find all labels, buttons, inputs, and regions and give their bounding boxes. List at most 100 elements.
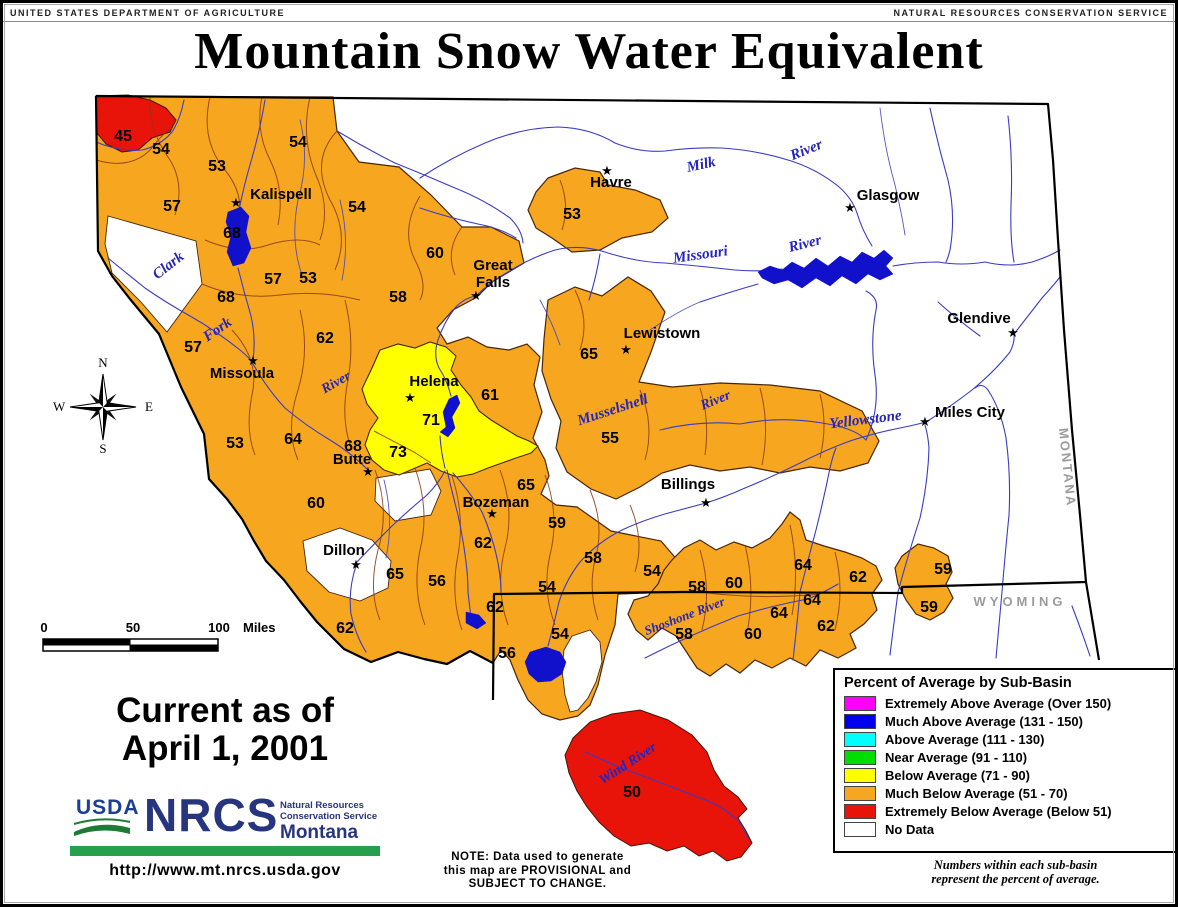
basin-label: 60 xyxy=(744,626,762,643)
river-label: River xyxy=(787,137,825,165)
basin-label: 53 xyxy=(208,158,226,175)
nodata-lower-clark-fork xyxy=(104,215,203,333)
legend-item: No Data xyxy=(844,821,1175,839)
legend-swatch xyxy=(844,822,876,838)
city-label: Billings xyxy=(661,476,715,493)
nrcs-url[interactable]: http://www.mt.nrcs.usda.gov xyxy=(109,862,341,879)
basin-label: 68 xyxy=(344,438,362,455)
basin-label: 59 xyxy=(934,561,952,578)
city-label: Miles City xyxy=(935,404,1006,421)
river-flathead-south xyxy=(237,267,255,361)
river-marias xyxy=(336,130,524,244)
header-divider xyxy=(0,21,1178,22)
city-label: Great xyxy=(473,257,512,274)
basin-wind-river-red xyxy=(564,709,753,862)
legend-label: Much Below Average (51 - 70) xyxy=(885,786,1068,802)
river-missouri-upper xyxy=(475,246,783,297)
river-teton xyxy=(419,207,517,239)
basin-label: 56 xyxy=(498,645,516,662)
legend-label: Below Average (71 - 90) xyxy=(885,767,1030,783)
city-star-icon: ★ xyxy=(844,200,856,215)
river-little-missouri xyxy=(1071,605,1091,657)
basin-label: 65 xyxy=(386,566,404,583)
basin-label: 60 xyxy=(426,245,444,262)
city-label: Missoula xyxy=(210,365,275,382)
basin-label: 54 xyxy=(538,579,556,596)
city-label: Havre xyxy=(590,174,632,191)
legend: Percent of Average by Sub-Basin Extremel… xyxy=(833,668,1177,853)
city-label: Lewistown xyxy=(624,325,701,342)
org-line1: Natural Resources xyxy=(280,800,364,811)
legend-label: Extremely Below Average (Below 51) xyxy=(885,804,1112,820)
basin-label: 68 xyxy=(223,225,241,242)
legend-label: No Data xyxy=(885,822,935,838)
basin-label: 54 xyxy=(289,134,307,151)
river-label: Missouri xyxy=(671,243,730,267)
city-star-icon: ★ xyxy=(350,557,362,572)
legend-item: Much Above Average (131 - 150) xyxy=(844,712,1175,730)
basin-label: 53 xyxy=(299,270,317,287)
state-label: WYOMING xyxy=(974,594,1067,609)
basin-musselshell xyxy=(541,276,880,500)
river-gallatin xyxy=(452,472,502,593)
legend-item: Above Average (111 - 130) xyxy=(844,730,1175,748)
city-labels: Kalispell★Havre★GreatFalls★Glasgow★Glend… xyxy=(210,163,1019,572)
basin-label: 59 xyxy=(548,515,566,532)
river-missouri-headwaters xyxy=(435,295,477,469)
river-musselshell xyxy=(659,290,878,441)
city-star-icon: ★ xyxy=(601,163,613,178)
legend-item: Extremely Above Average (Over 150) xyxy=(844,694,1175,712)
legend-swatch xyxy=(844,713,876,729)
legend-item: Extremely Below Average (Below 51) xyxy=(844,803,1175,821)
scale-100: 100 xyxy=(208,620,230,635)
river-bighorn xyxy=(792,447,837,661)
compass-e: E xyxy=(145,399,153,414)
river-wind xyxy=(584,751,749,841)
basin-label: 65 xyxy=(580,346,598,363)
city-star-icon: ★ xyxy=(230,195,242,210)
compass-s: S xyxy=(99,441,106,456)
river-label: Milk xyxy=(684,154,717,176)
compass-w: W xyxy=(53,399,66,414)
current-as-of-line2: April 1, 2001 xyxy=(121,729,329,768)
city-label: Glendive xyxy=(947,310,1010,327)
fort-peck-lake xyxy=(757,249,894,289)
basin-label: 62 xyxy=(316,330,334,347)
basin-label: 58 xyxy=(688,579,706,596)
red-basins xyxy=(95,94,753,862)
compass-rose: N S E W xyxy=(53,355,153,456)
basin-label: 62 xyxy=(486,599,504,616)
legend-swatch xyxy=(844,731,876,747)
canyon-ferry-lake xyxy=(439,394,461,438)
basin-northwest-red xyxy=(95,94,177,153)
basin-label: 62 xyxy=(474,535,492,552)
basin-label: 60 xyxy=(725,575,743,592)
nrcs-org-text: Natural Resources Conservation Service M… xyxy=(280,800,378,843)
provisional-note: NOTE: Data used to generate this map are… xyxy=(405,851,670,892)
state-label: MONTANA xyxy=(1056,427,1079,508)
legend-swatch xyxy=(844,695,876,711)
basin-label: 73 xyxy=(389,444,407,461)
legend-label: Above Average (111 - 130) xyxy=(885,731,1045,747)
scale-unit: Miles xyxy=(243,620,276,635)
city-star-icon: ★ xyxy=(919,414,931,429)
usda-wordmark: USDA xyxy=(76,796,140,819)
header-agency-left: UNITED STATES DEPARTMENT OF AGRICULTURE xyxy=(10,8,285,18)
legend-footnote-line1: Numbers within each sub-basin xyxy=(933,858,1098,872)
legend-label: Much Above Average (131 - 150) xyxy=(885,713,1083,729)
org-line2: Conservation Service xyxy=(280,810,378,822)
city-label: Butte xyxy=(333,451,371,468)
city-star-icon: ★ xyxy=(1007,325,1019,340)
legend-title: Percent of Average by Sub-Basin xyxy=(844,675,1072,691)
basin-label: 58 xyxy=(584,550,602,567)
city-star-icon: ★ xyxy=(620,342,632,357)
river-madison xyxy=(446,469,473,626)
header-agency-right: NATURAL RESOURCES CONSERVATION SERVICE xyxy=(893,8,1168,18)
legend-item: Much Below Average (51 - 70) xyxy=(844,784,1175,802)
legend-footnote: Numbers within each sub-basin represent … xyxy=(898,858,1133,886)
basin-label: 57 xyxy=(184,339,202,356)
basin-label: 50 xyxy=(623,784,641,801)
river-box-elder xyxy=(699,283,759,303)
